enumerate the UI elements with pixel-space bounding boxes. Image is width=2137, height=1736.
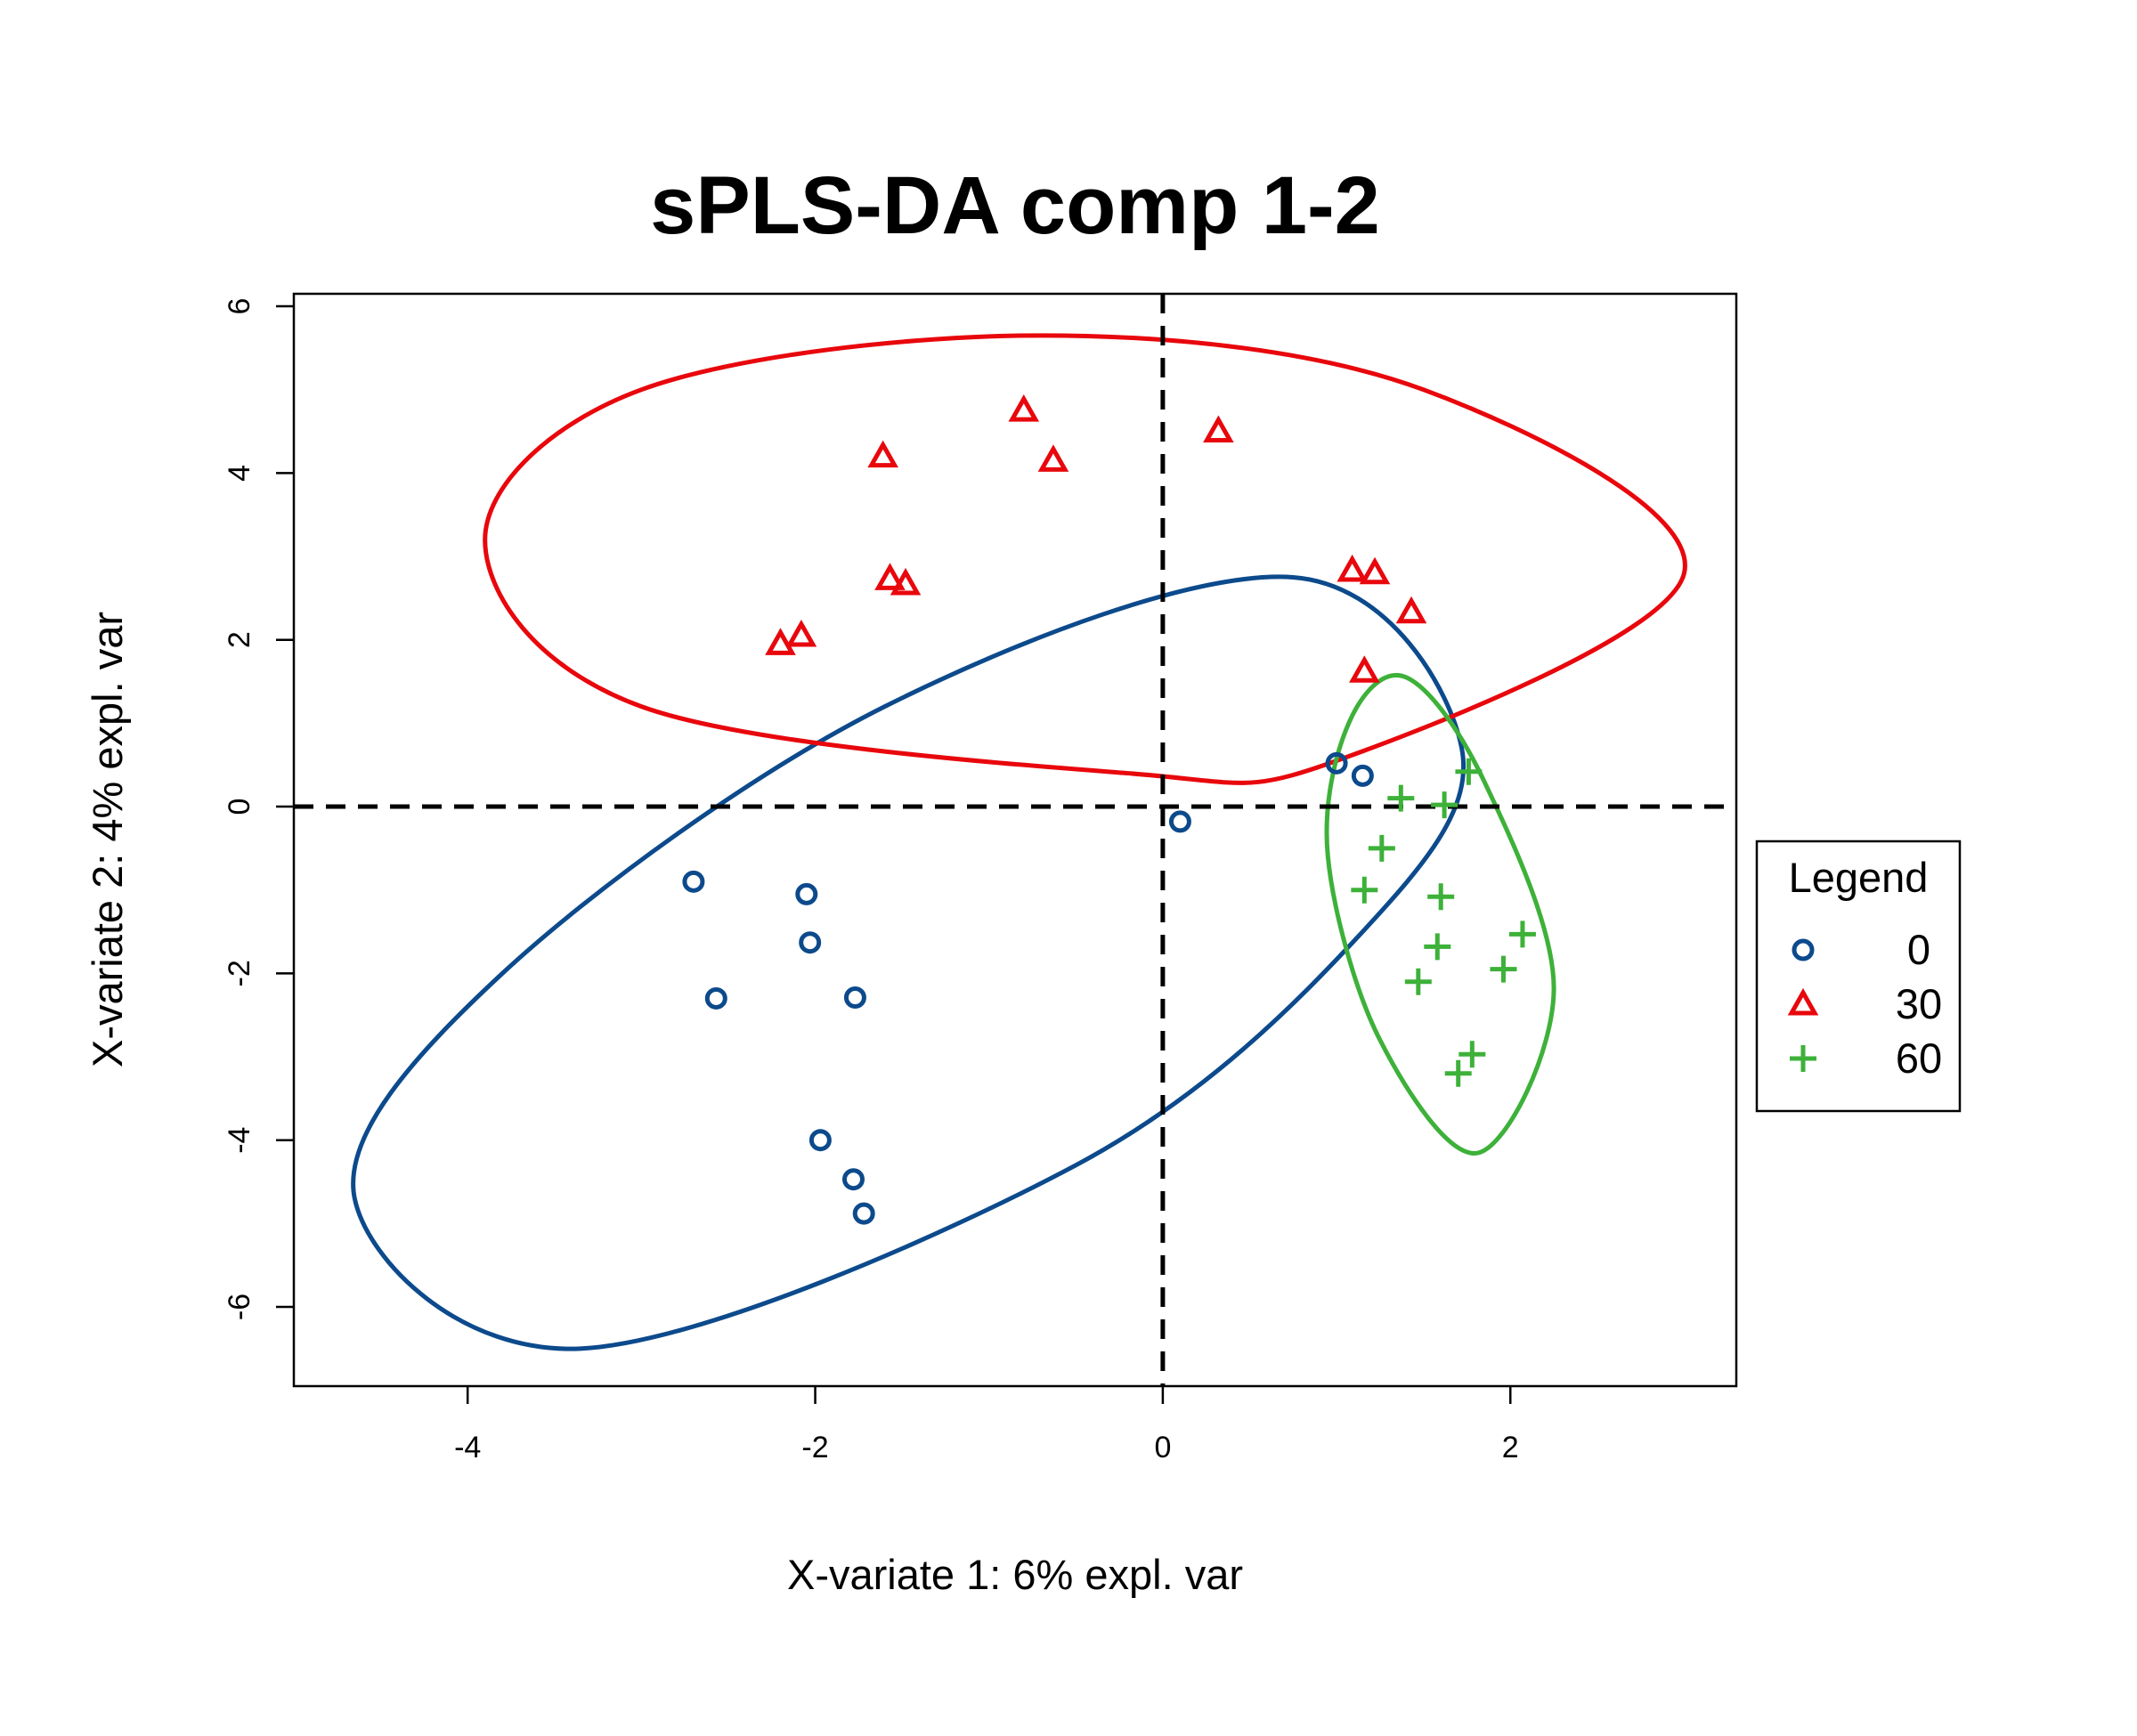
legend: Legend 0 30 60 — [1755, 840, 1962, 1113]
point-30-1 — [867, 440, 898, 468]
y-axis: -6 -4 -2 0 2 4 6 — [223, 298, 294, 1320]
ellipse-0 — [351, 574, 1467, 1351]
ellipse-60 — [1324, 673, 1556, 1156]
point-60-3 — [1368, 834, 1395, 862]
legend-title: Legend — [1789, 854, 1929, 901]
point-60-10 — [1459, 1041, 1486, 1068]
y-tick-label-4: 2 — [223, 631, 256, 648]
point-0-4 — [843, 986, 866, 1010]
point-30-5 — [890, 567, 922, 596]
point-60-5 — [1427, 883, 1455, 911]
plot-frame — [292, 292, 1738, 1388]
data-points — [682, 394, 1536, 1225]
point-60-7 — [1508, 921, 1536, 948]
legend-marker-0 — [1792, 938, 1815, 961]
point-60-11 — [1444, 1059, 1472, 1087]
point-60-0 — [1387, 784, 1415, 812]
y-tick-label-5: 4 — [223, 465, 256, 482]
ellipse-30 — [483, 333, 1687, 785]
confidence-ellipses — [351, 333, 1687, 1351]
point-0-3 — [704, 986, 727, 1010]
point-0-1 — [795, 882, 818, 905]
legend-box — [1755, 840, 1962, 1113]
y-axis-label: X-variate 2: 4% expl. var — [84, 612, 131, 1067]
point-60-2 — [1455, 758, 1483, 785]
y-tick-label-0: -6 — [223, 1294, 256, 1320]
legend-items: 0 30 60 — [1787, 926, 1942, 1082]
y-tick-label-3: 0 — [223, 799, 256, 815]
y-tick-label-6: 6 — [223, 298, 256, 315]
point-60-9 — [1490, 955, 1517, 983]
legend-marker-30 — [1787, 987, 1819, 1016]
point-30-9 — [1359, 556, 1391, 585]
point-0-10 — [1351, 764, 1374, 787]
y-tick-label-2: -2 — [223, 960, 256, 986]
point-0-0 — [682, 870, 705, 893]
x-tick-label-0: -4 — [454, 1431, 481, 1464]
legend-marker-60 — [1790, 1045, 1816, 1072]
point-30-0 — [1008, 394, 1040, 422]
legend-label-60: 60 — [1896, 1034, 1942, 1082]
point-0-9 — [1325, 751, 1348, 775]
point-0-5 — [808, 1129, 832, 1152]
point-30-11 — [1349, 655, 1380, 683]
point-60-8 — [1404, 968, 1432, 995]
point-0-7 — [852, 1202, 875, 1225]
point-60-4 — [1351, 876, 1378, 904]
x-axis: -4 -2 0 2 — [454, 1386, 1519, 1464]
chart-title: sPLS-DA comp 1-2 — [650, 160, 1380, 251]
point-30-10 — [1395, 596, 1427, 624]
point-60-6 — [1424, 933, 1451, 961]
x-tick-label-1: -2 — [801, 1431, 828, 1464]
reference-lines — [294, 294, 1736, 1386]
point-30-7 — [785, 619, 817, 647]
point-30-3 — [1203, 415, 1234, 443]
point-0-8 — [1168, 810, 1191, 833]
point-30-2 — [1037, 444, 1069, 472]
point-60-1 — [1431, 791, 1459, 819]
point-0-6 — [841, 1168, 865, 1191]
point-30-4 — [874, 563, 906, 590]
point-0-2 — [799, 931, 822, 954]
legend-label-30: 30 — [1896, 980, 1942, 1027]
y-tick-label-1: -4 — [223, 1127, 256, 1154]
x-tick-label-2: 0 — [1154, 1431, 1171, 1464]
x-axis-label: X-variate 1: 6% expl. var — [787, 1551, 1243, 1598]
point-30-8 — [1337, 554, 1368, 582]
legend-label-0: 0 — [1907, 926, 1930, 973]
point-30-6 — [765, 628, 796, 655]
x-tick-label-3: 2 — [1502, 1431, 1519, 1464]
